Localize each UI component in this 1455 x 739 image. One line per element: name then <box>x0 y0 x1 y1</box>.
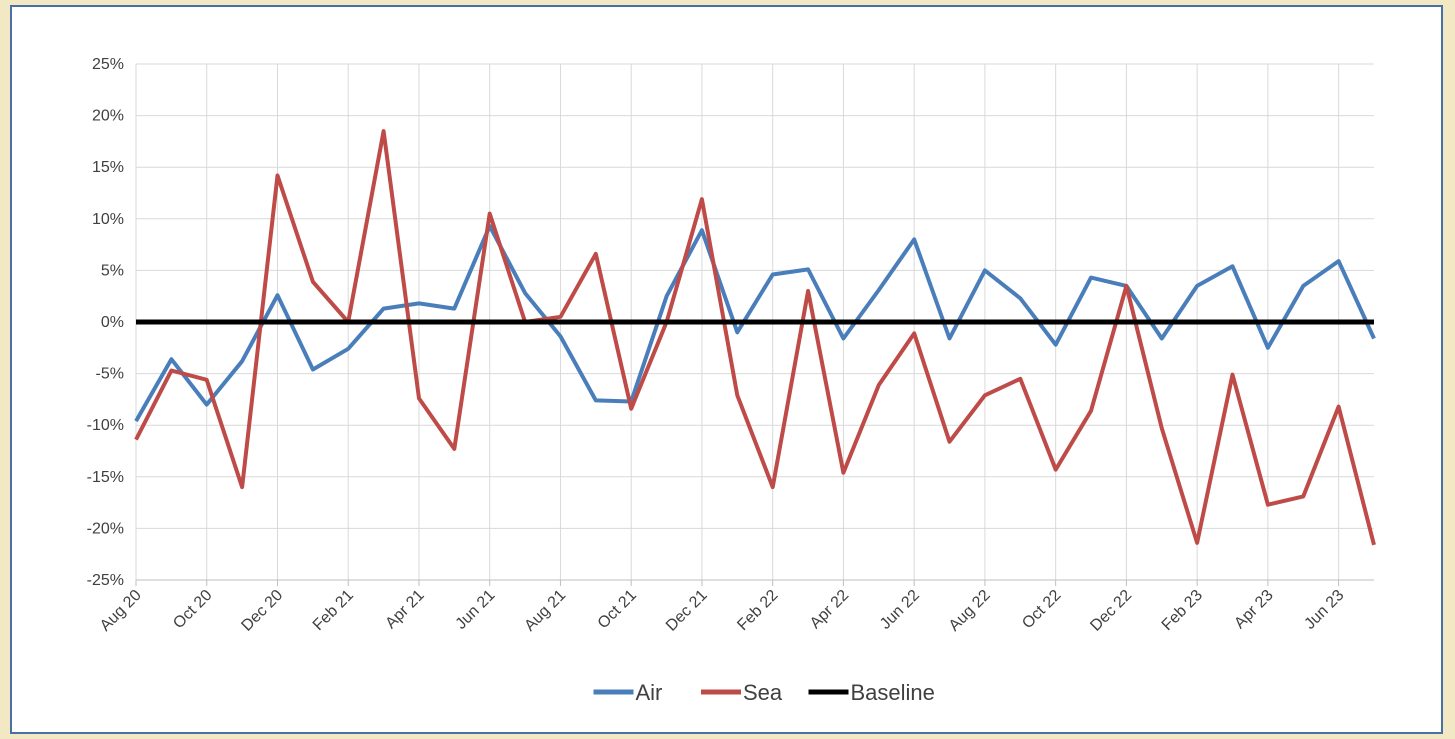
y-axis-ticks: 25% 20% 15% 10% 5% 0% -5% -10% -15% -20% -25% <box>87 56 124 589</box>
x-tick-label: Feb 23 <box>1159 587 1206 634</box>
series-line-air <box>134 224 1376 423</box>
x-tick-label: Oct 21 <box>595 587 640 632</box>
x-tick-label: Dec 20 <box>238 587 286 635</box>
x-tick-label: Dec 21 <box>663 587 711 635</box>
x-tick-label: Feb 22 <box>734 587 781 634</box>
y-tick-label: 15% <box>92 159 124 176</box>
x-axis-ticks: Aug 20 Oct 20 Dec 20 Feb 21 Apr 21 Jun 21 Aug … <box>97 580 1348 635</box>
x-tick-label: Apr 23 <box>1231 587 1276 632</box>
x-tick-label: Aug 20 <box>97 587 145 635</box>
y-tick-label: -25% <box>87 572 124 589</box>
legend-label: Baseline <box>851 680 935 705</box>
x-tick-label: Jun 21 <box>453 587 499 633</box>
x-tick-label: Apr 22 <box>807 587 852 632</box>
y-tick-label: 0% <box>101 314 124 331</box>
legend: Air Sea Baseline <box>593 680 935 705</box>
legend-item-sea: Sea <box>701 680 783 705</box>
series-line-sea <box>134 129 1376 546</box>
legend-item-air: Air <box>593 680 663 705</box>
series-lines <box>134 129 1376 546</box>
x-tick-label: Jun 22 <box>877 587 923 633</box>
x-tick-label: Oct 20 <box>170 587 215 632</box>
y-tick-label: 5% <box>101 262 124 279</box>
x-tick-label: Dec 22 <box>1087 587 1135 635</box>
line-chart: 25% 20% 15% 10% 5% 0% -5% -10% -15% -20% -25% Aug … <box>87 56 1376 705</box>
y-tick-label: 10% <box>92 211 124 228</box>
x-tick-label: Aug 21 <box>521 587 569 635</box>
y-tick-label: -5% <box>96 366 124 383</box>
x-tick-label: Apr 21 <box>382 587 427 632</box>
chart-frame: 25% 20% 15% 10% 5% 0% -5% -10% -15% -20% -25% Aug … <box>10 5 1443 734</box>
legend-label: Air <box>636 680 663 705</box>
y-tick-label: -10% <box>87 417 124 434</box>
legend-item-baseline: Baseline <box>808 680 935 705</box>
x-tick-label: Aug 22 <box>946 587 994 635</box>
y-tick-label: -20% <box>87 520 124 537</box>
x-tick-label: Jun 23 <box>1301 587 1347 633</box>
x-tick-label: Feb 21 <box>310 587 357 634</box>
x-tick-label: Oct 22 <box>1019 587 1064 632</box>
y-tick-label: 25% <box>92 56 124 73</box>
y-tick-label: -15% <box>87 469 124 486</box>
y-tick-label: 20% <box>92 108 124 125</box>
legend-label: Sea <box>743 680 783 705</box>
